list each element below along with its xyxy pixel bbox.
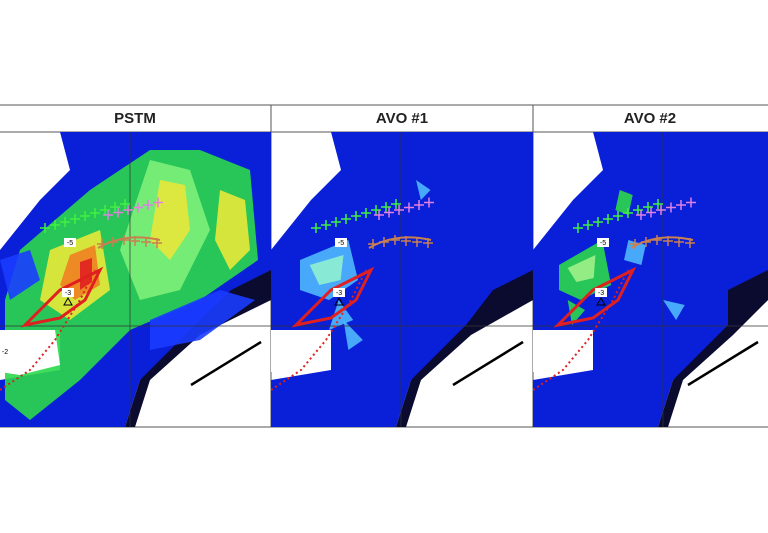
map-label: -5 xyxy=(600,240,606,247)
label-box xyxy=(62,288,74,297)
survey-area xyxy=(533,132,768,427)
prospect-outline xyxy=(20,266,104,328)
map-label: -3 xyxy=(598,290,604,297)
label-box xyxy=(64,238,76,247)
amplitude-blob xyxy=(329,300,354,330)
amplitude-blob xyxy=(150,290,255,350)
amplitude-blob xyxy=(309,255,344,285)
map-panel: -5 -3 -2 xyxy=(0,132,271,427)
well-marker xyxy=(596,296,606,306)
white-patch xyxy=(533,330,593,375)
label-box xyxy=(333,288,345,297)
scale-bar xyxy=(190,340,262,387)
white-patch xyxy=(271,330,331,375)
amplitude-blob xyxy=(663,300,685,320)
survey-edge xyxy=(396,270,533,427)
amplitude-blob xyxy=(80,258,92,290)
map-label: -2 xyxy=(2,349,8,356)
white-patch xyxy=(0,330,60,375)
fault-line xyxy=(368,236,432,249)
survey-area xyxy=(271,132,533,427)
prospect-outline xyxy=(553,266,637,328)
prospect-trend xyxy=(0,269,96,391)
label-box xyxy=(597,238,609,247)
map-panel: -5 -3 xyxy=(533,132,768,427)
scale-bar xyxy=(452,340,524,387)
map-label: -3 xyxy=(65,290,71,297)
prospect-trend xyxy=(533,269,629,391)
amplitude-blob xyxy=(0,250,40,300)
amplitude-blob xyxy=(567,255,596,282)
well-marker xyxy=(334,296,344,306)
well-marker xyxy=(63,296,73,306)
amplitude-blob xyxy=(567,300,586,325)
label-box xyxy=(595,288,607,297)
label-box xyxy=(335,238,347,247)
label-box xyxy=(0,347,11,356)
fault-line xyxy=(630,236,694,249)
map-label: -5 xyxy=(67,240,73,247)
scale-bar xyxy=(687,340,759,387)
amplitude-blob xyxy=(624,240,646,265)
amplitude-blob xyxy=(416,180,431,200)
prospect-outline xyxy=(291,266,375,328)
panel-title: AVO #1 xyxy=(376,110,428,127)
panel-title: PSTM xyxy=(114,110,156,127)
prospect-trend xyxy=(271,269,367,391)
amplitude-blob xyxy=(343,320,363,350)
map-label: -5 xyxy=(338,240,344,247)
amplitude-blob xyxy=(215,190,250,270)
fault-line xyxy=(97,236,161,249)
panel-title: AVO #2 xyxy=(624,110,676,127)
survey-edge xyxy=(658,270,768,427)
map-label: -3 xyxy=(336,290,342,297)
map-panel: -5 -3 xyxy=(271,132,533,427)
